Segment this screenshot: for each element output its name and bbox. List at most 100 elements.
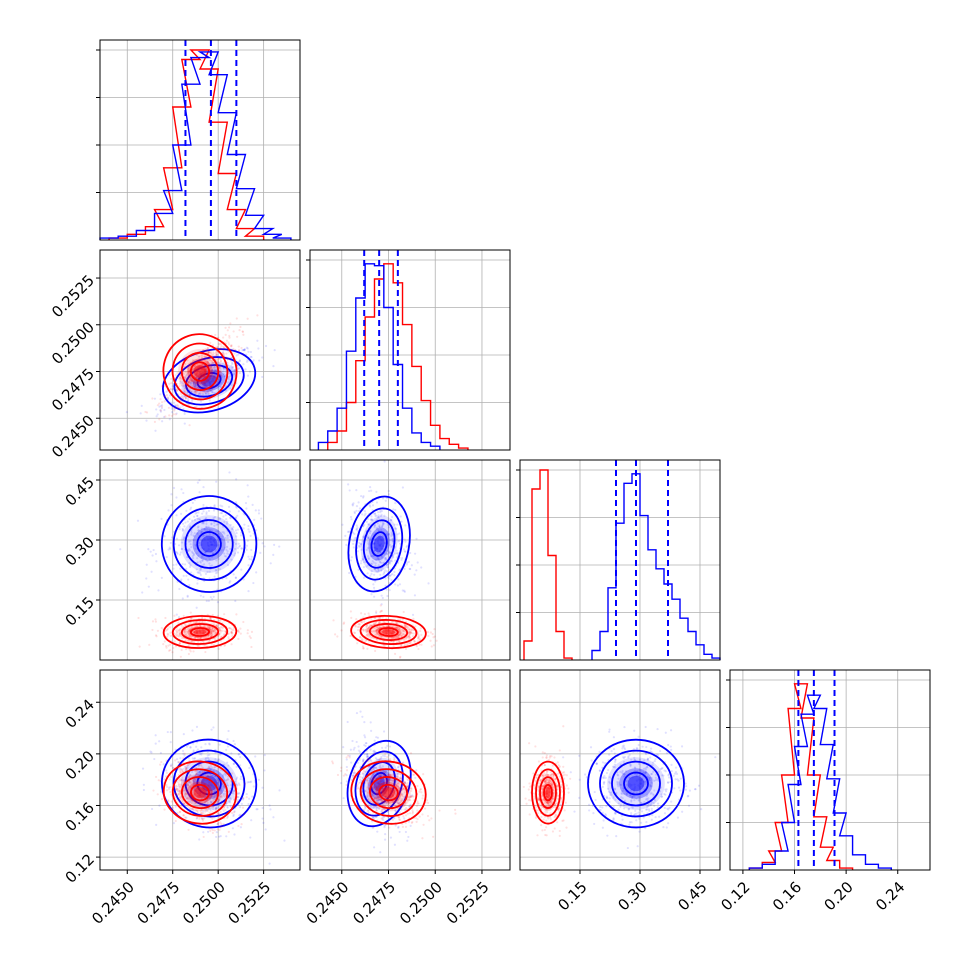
scatter-point xyxy=(212,377,215,380)
scatter-point xyxy=(374,564,377,567)
scatter-point xyxy=(381,535,385,538)
scatter-point xyxy=(375,570,378,573)
scatter-point xyxy=(356,628,360,632)
scatter-point xyxy=(190,785,193,788)
scatter-point xyxy=(192,809,195,812)
scatter-point xyxy=(218,387,221,391)
scatter-point xyxy=(261,542,264,545)
scatter-point xyxy=(379,610,382,614)
scatter-point xyxy=(256,808,259,811)
scatter-point xyxy=(393,788,396,792)
scatter-point xyxy=(187,634,191,637)
scatter-point xyxy=(380,513,383,516)
scatter-point xyxy=(217,378,221,381)
scatter-point xyxy=(396,622,399,625)
scatter-point xyxy=(201,522,204,525)
scatter-point xyxy=(357,745,360,748)
scatter-point xyxy=(194,543,197,546)
scatter-point xyxy=(402,787,405,791)
scatter-point xyxy=(411,812,414,815)
scatter-point xyxy=(162,643,165,646)
scatter-point xyxy=(380,783,383,786)
scatter-point xyxy=(243,782,247,785)
scatter-point xyxy=(228,343,231,346)
scatter-point xyxy=(210,827,213,830)
scatter-point xyxy=(177,792,180,796)
scatter-point xyxy=(181,769,184,772)
scatter-point xyxy=(206,541,209,545)
scatter-point xyxy=(197,796,200,799)
scatter-point xyxy=(195,568,198,571)
scatter-point xyxy=(193,370,196,373)
scatter-point xyxy=(186,786,189,789)
scatter-point xyxy=(389,774,392,777)
scatter-point xyxy=(195,606,198,609)
scatter-point xyxy=(431,632,434,636)
scatter-point xyxy=(373,777,376,780)
scatter-point xyxy=(197,641,200,644)
scatter-point xyxy=(187,785,190,788)
scatter-point xyxy=(364,742,368,745)
scatter-point xyxy=(187,828,190,831)
scatter-point xyxy=(356,625,359,629)
scatter-point xyxy=(364,807,367,810)
scatter-point xyxy=(374,629,378,632)
scatter-point xyxy=(261,375,264,379)
scatter-point xyxy=(185,767,188,771)
scatter-point xyxy=(186,783,190,787)
scatter-point xyxy=(178,777,182,780)
scatter-point xyxy=(213,375,216,379)
scatter-point xyxy=(237,367,241,370)
scatter-point xyxy=(388,561,391,564)
scatter-point xyxy=(223,613,226,616)
scatter-point xyxy=(406,812,409,815)
scatter-point xyxy=(203,782,206,786)
scatter-point xyxy=(199,803,203,806)
scatter-point xyxy=(392,508,395,511)
scatter-point xyxy=(193,364,197,367)
scatter-point xyxy=(206,754,209,757)
scatter-point xyxy=(210,537,213,540)
scatter-point xyxy=(367,523,371,526)
scatter-point xyxy=(212,539,215,542)
scatter-point xyxy=(371,559,374,563)
scatter-point xyxy=(185,766,188,769)
scatter-point xyxy=(241,330,244,333)
scatter-point xyxy=(185,789,188,792)
scatter-point xyxy=(365,742,368,745)
scatter-point xyxy=(398,639,401,643)
scatter-point xyxy=(184,789,188,792)
scatter-point xyxy=(237,510,240,513)
scatter-point xyxy=(215,354,218,357)
scatter-point xyxy=(237,367,240,370)
scatter-point xyxy=(196,791,200,795)
scatter-point xyxy=(209,389,212,392)
scatter-point xyxy=(412,632,415,635)
scatter-point xyxy=(165,785,169,788)
scatter-point xyxy=(355,524,358,527)
scatter-point xyxy=(202,787,205,790)
scatter-point xyxy=(190,807,193,811)
scatter-point xyxy=(196,369,200,373)
scatter-point xyxy=(354,539,357,542)
scatter-point xyxy=(212,630,215,633)
scatter-point xyxy=(168,414,171,417)
scatter-point xyxy=(394,789,397,792)
scatter-point xyxy=(209,550,212,553)
scatter-point xyxy=(220,789,223,793)
scatter-point xyxy=(183,388,186,391)
scatter-point xyxy=(387,778,391,781)
scatter-point xyxy=(205,516,208,520)
scatter-point xyxy=(179,632,182,635)
scatter-point xyxy=(398,628,401,631)
scatter-point xyxy=(189,375,192,379)
scatter-point xyxy=(388,633,391,636)
scatter-point xyxy=(366,781,369,784)
scatter-point xyxy=(212,808,215,811)
contour-line xyxy=(196,771,222,796)
scatter-point xyxy=(378,780,382,783)
scatter-point xyxy=(202,547,205,551)
scatter-point xyxy=(222,794,225,797)
scatter-point xyxy=(222,809,225,812)
scatter-point xyxy=(358,757,361,760)
